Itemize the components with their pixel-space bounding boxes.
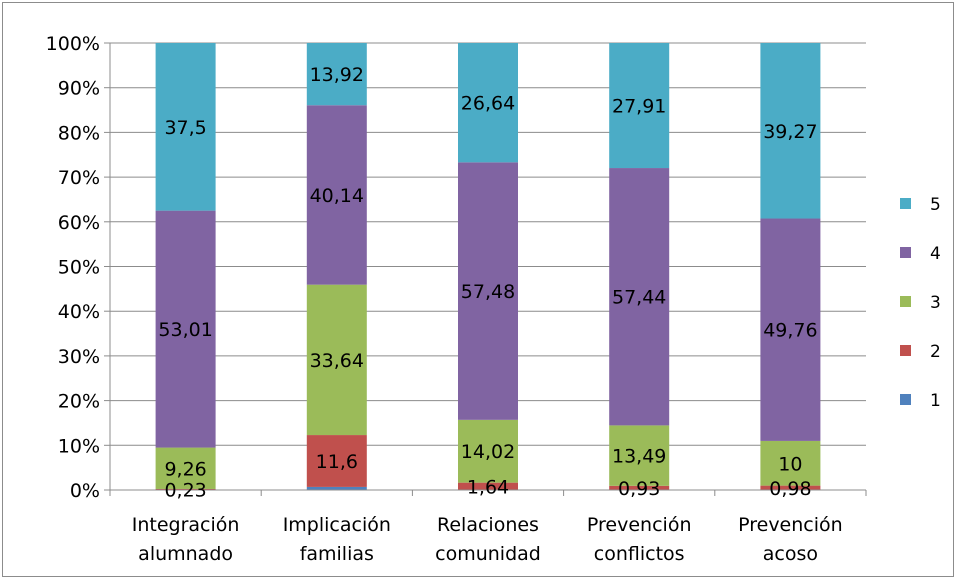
y-tick-label: 80% bbox=[58, 122, 100, 144]
data-label: 33,64 bbox=[310, 350, 364, 372]
x-category-label: Prevención conflictos bbox=[587, 514, 692, 565]
bar-segment-series-3 bbox=[760, 440, 821, 486]
legend-label: 5 bbox=[930, 195, 941, 215]
x-category-label-line: Prevención bbox=[587, 514, 692, 536]
data-label: 13,92 bbox=[310, 64, 364, 86]
y-tick-labels: 0% 10% 20% 30% 40% 50% 60% 70% 80% 90% 100% bbox=[46, 33, 100, 502]
bar-segment-series-2 bbox=[306, 435, 367, 487]
bar-segment-series-2 bbox=[458, 482, 518, 490]
data-label: 57,48 bbox=[461, 281, 515, 303]
bar-segment-series-5 bbox=[458, 43, 518, 163]
legend-label: 4 bbox=[930, 244, 941, 264]
x-category-label: Implicación familias bbox=[283, 514, 391, 565]
legend-label: 1 bbox=[930, 391, 941, 411]
data-label: 39,27 bbox=[763, 121, 817, 143]
y-tick-label: 10% bbox=[58, 435, 100, 457]
data-label: 49,76 bbox=[763, 320, 817, 342]
x-category-label: Integración alumnado bbox=[132, 514, 240, 565]
bar-segment-series-5 bbox=[306, 43, 367, 106]
legend-swatch-1 bbox=[900, 394, 911, 405]
axes bbox=[104, 42, 867, 496]
bar-segment-series-4 bbox=[458, 162, 518, 420]
y-tick-label: 30% bbox=[58, 346, 100, 368]
y-tick-label: 40% bbox=[58, 301, 100, 323]
x-category-label-line: alumnado bbox=[138, 543, 233, 565]
bar-segment-series-4 bbox=[760, 218, 821, 441]
bar-segment-series-5 bbox=[155, 43, 216, 211]
data-label: 9,26 bbox=[164, 458, 206, 480]
x-category-label-line: comunidad bbox=[435, 543, 541, 565]
data-label: 11,6 bbox=[316, 451, 358, 473]
bar-segment-series-4 bbox=[609, 168, 670, 426]
legend-label: 2 bbox=[930, 342, 941, 362]
y-tick-label: 20% bbox=[58, 391, 100, 413]
legend-swatch-4 bbox=[900, 247, 911, 258]
bar-segment-series-3 bbox=[609, 425, 670, 486]
data-label: 0,23 bbox=[164, 479, 206, 501]
y-tick-label: 70% bbox=[58, 167, 100, 189]
data-label: 0,98 bbox=[769, 478, 811, 500]
legend-swatch-5 bbox=[900, 198, 911, 209]
bar-segment-series-2 bbox=[155, 488, 216, 490]
data-label: 1,64 bbox=[467, 476, 509, 498]
bar-segment-series-5 bbox=[760, 43, 821, 219]
data-label: 37,5 bbox=[164, 117, 206, 139]
legend-label: 3 bbox=[930, 293, 941, 313]
y-tick-label: 50% bbox=[58, 257, 100, 279]
data-labels: 0,239,26 53,01 37,5 11,6 33,64 40,14 13,92 1,64… bbox=[158, 64, 817, 501]
bar-segment-series-5 bbox=[609, 43, 670, 169]
legend-swatch-2 bbox=[900, 345, 911, 356]
x-category-label-line: Relaciones bbox=[437, 514, 539, 536]
bar-segment-series-2 bbox=[609, 485, 670, 490]
data-label: 10 bbox=[778, 453, 802, 475]
data-label: 0,93 bbox=[618, 478, 660, 500]
data-label: 40,14 bbox=[310, 185, 364, 207]
x-category-label: Relaciones comunidad bbox=[435, 514, 541, 565]
data-label: 57,44 bbox=[612, 287, 666, 309]
y-tick-label: 0% bbox=[70, 480, 100, 502]
x-category-label: Prevención acoso bbox=[738, 514, 843, 565]
y-tick-label: 100% bbox=[46, 33, 100, 55]
x-category-label-line: Integración bbox=[132, 514, 240, 536]
data-label: 26,64 bbox=[461, 93, 515, 115]
y-tick-label: 90% bbox=[58, 78, 100, 100]
y-tick-label: 60% bbox=[58, 212, 100, 234]
bars bbox=[155, 43, 821, 490]
x-category-label-line: acoso bbox=[763, 543, 818, 565]
bar-segment-series-4 bbox=[306, 105, 367, 285]
x-category-label-line: familias bbox=[300, 543, 374, 565]
x-category-label-line: Prevención bbox=[738, 514, 843, 536]
bar-segment-series-4 bbox=[155, 210, 216, 448]
x-category-label-line: Implicación bbox=[283, 514, 391, 536]
data-label: 53,01 bbox=[158, 319, 212, 341]
x-category-label-line: conflictos bbox=[594, 543, 685, 565]
bar-segment-series-3 bbox=[155, 447, 216, 489]
data-label: 14,02 bbox=[461, 441, 515, 463]
bar-segment-series-3 bbox=[458, 419, 518, 483]
bar-segment-series-1 bbox=[306, 486, 367, 490]
bar-segment-series-2 bbox=[760, 485, 821, 490]
legend-swatch-3 bbox=[900, 296, 911, 307]
data-label: 27,91 bbox=[612, 96, 666, 118]
x-category-labels: Integración alumnado Implicación familias Re… bbox=[132, 514, 843, 565]
bar-segment-series-3 bbox=[306, 284, 367, 436]
data-label: 13,49 bbox=[612, 446, 666, 468]
legend: 5 4 3 2 1 bbox=[900, 195, 941, 411]
